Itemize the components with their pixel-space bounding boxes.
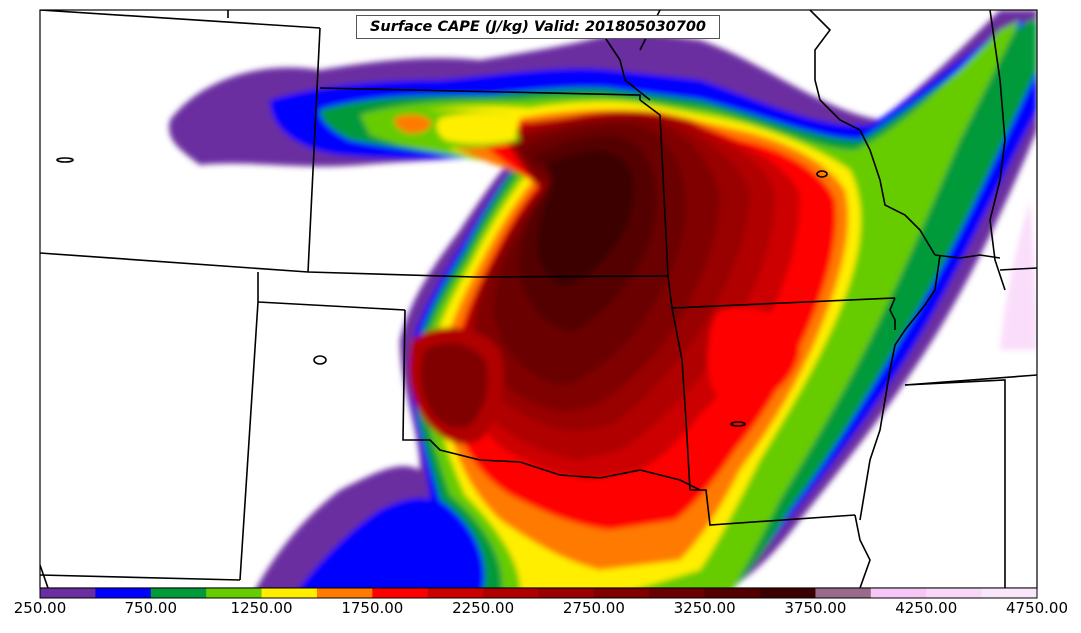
- colorbar-tick-label: 2250.00: [452, 599, 515, 617]
- colorbar-segment: [926, 588, 983, 598]
- colorbar-tick-label: 2750.00: [562, 599, 625, 617]
- colorbar-tick-label: 1750.00: [341, 599, 404, 617]
- colorbar-segment: [316, 588, 373, 598]
- colorbar-segment: [815, 588, 872, 598]
- colorbar-tick-label: 1250.00: [230, 599, 293, 617]
- colorbar-segment: [538, 588, 595, 598]
- colorbar-segment: [150, 588, 207, 598]
- colorbar-segment: [870, 588, 927, 598]
- colorbar-segment: [261, 588, 318, 598]
- colorbar-tick-label: 750.00: [124, 599, 178, 617]
- colorbar-frame: [39, 587, 1038, 599]
- colorbar-tick-label: 3250.00: [673, 599, 736, 617]
- colorbar-segment: [704, 588, 761, 598]
- colorbar-segment: [649, 588, 706, 598]
- colorbar-segment: [981, 588, 1038, 598]
- colorbar-segment: [372, 588, 429, 598]
- colorbar-segment: [593, 588, 650, 598]
- colorbar-tick-label: 250.00: [13, 599, 67, 617]
- colorbar-tick-label: 3750.00: [784, 599, 847, 617]
- colorbar-segment: [95, 588, 152, 598]
- colorbar-segment: [206, 588, 263, 598]
- colorbar-tick-label: 4250.00: [895, 599, 958, 617]
- map-title: Surface CAPE (J/kg) Valid: 201805030700: [356, 15, 720, 39]
- colorbar-segment: [760, 588, 816, 598]
- colorbar-segment: [40, 588, 96, 598]
- colorbar-segment: [427, 588, 484, 598]
- cape-contour-fill: [169, 10, 1037, 588]
- colorbar: [40, 588, 1038, 598]
- colorbar-tick-label: 4750.00: [1005, 599, 1069, 617]
- colorbar-segment: [483, 588, 539, 598]
